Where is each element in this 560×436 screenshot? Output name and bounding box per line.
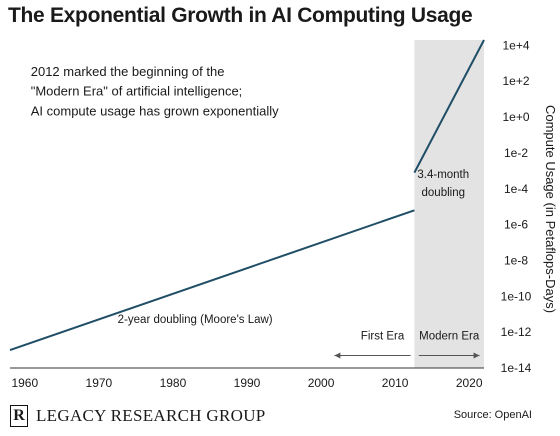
annotation: Modern Era (419, 330, 480, 342)
annotation: 3.4-month (417, 169, 469, 181)
y-tick-label: 1e-6 (504, 218, 528, 232)
y-tick-label: 1e-4 (504, 182, 528, 196)
source-note: Source: OpenAI (453, 409, 532, 421)
logo-mark: R (10, 405, 28, 427)
chart-area: 1960 1970 1980 1990 2000 2010 2020 1e+4 1e+2 1e+0… (9, 38, 558, 390)
series-line-2 (413, 39, 485, 174)
y-tick-label: 1e+2 (502, 74, 529, 88)
x-tick-label: 1980 (160, 376, 187, 390)
annotation: "Modern Era" of artificial intelligence; (31, 84, 243, 99)
y-axis-label: Compute Usage (in Petaflops-Days) (543, 105, 558, 313)
y-tick-label: 1e-12 (501, 325, 532, 339)
y-tick-label: 1e-2 (504, 146, 528, 160)
x-tick-label: 2020 (456, 376, 483, 390)
x-tick-label: 1990 (234, 376, 261, 390)
logo-text: LEGACY RESEARCH GROUP (36, 406, 266, 425)
x-tick-label: 2010 (382, 376, 409, 390)
y-tick-label: 1e-10 (501, 289, 532, 303)
era-arrow-head (334, 352, 341, 359)
annotation: 2-year doubling (Moore's Law) (118, 314, 273, 326)
y-tick-label: 1e-14 (501, 361, 532, 375)
series-line-1 (9, 209, 415, 352)
era-arrow-head (473, 352, 480, 359)
x-tick-label: 1970 (86, 376, 113, 390)
x-tick-label: 2000 (308, 376, 335, 390)
x-tick-label: 1960 (11, 376, 38, 390)
y-tick-label: 1e+4 (502, 38, 529, 52)
annotation: 2012 marked the beginning of the (31, 64, 225, 79)
annotation: First Era (361, 330, 405, 342)
annotation: doubling (422, 187, 465, 199)
chart-title: The Exponential Growth in AI Computing U… (8, 4, 473, 27)
brand-logo: R LEGACY RESEARCH GROUP (10, 405, 266, 427)
y-tick-label: 1e+0 (502, 110, 529, 124)
annotation: AI compute usage has grown exponentially (31, 103, 279, 118)
modern-era-shade (414, 40, 484, 368)
y-tick-label: 1e-8 (504, 253, 528, 267)
